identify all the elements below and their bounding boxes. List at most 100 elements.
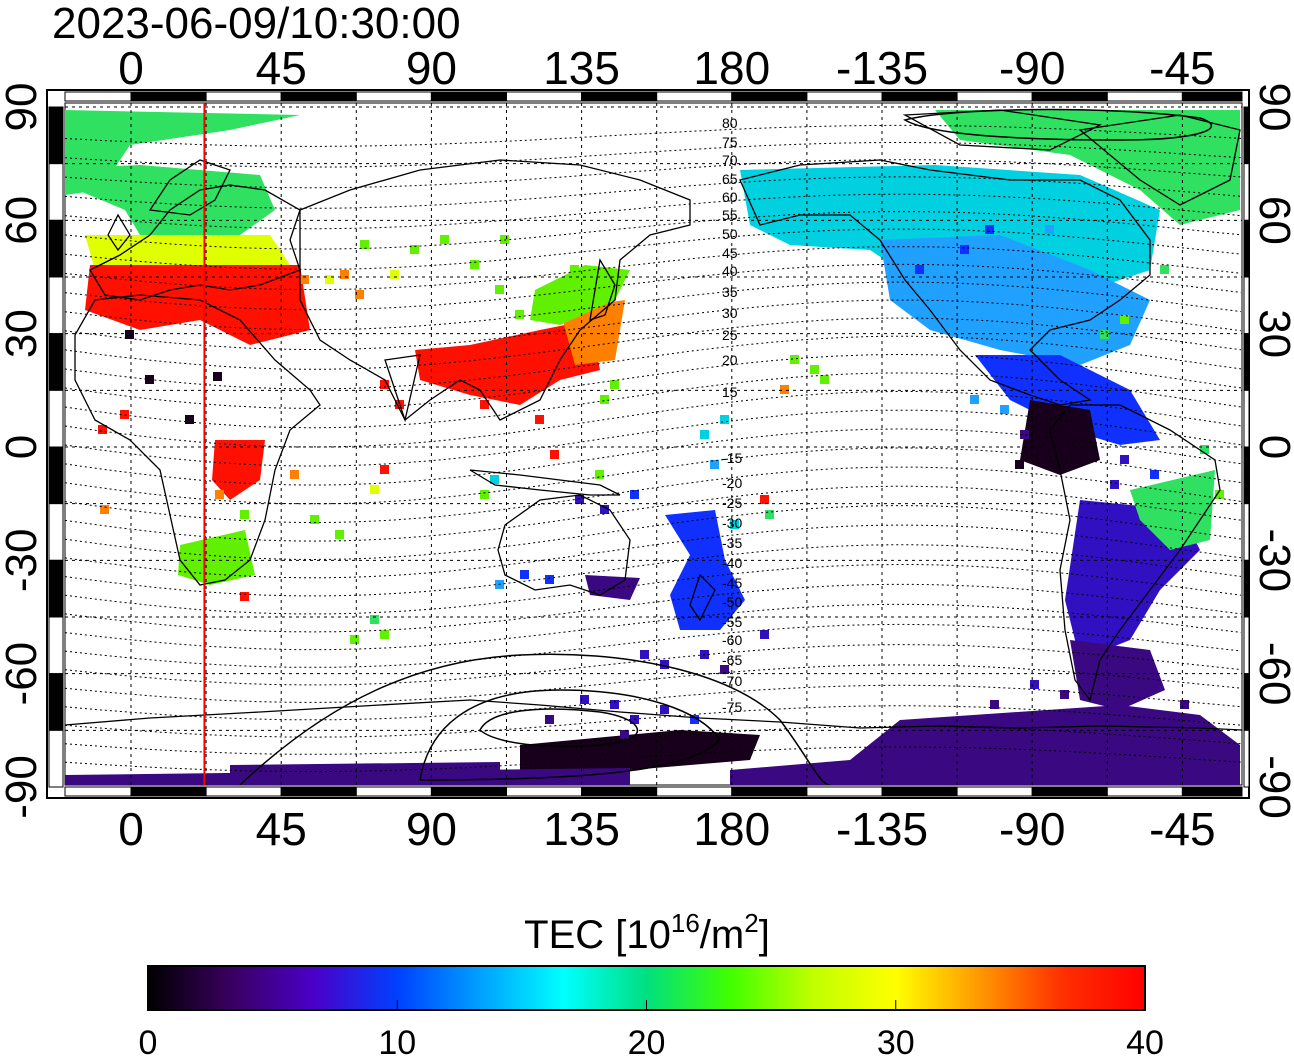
- colorbar-tick-label: 0: [139, 1024, 158, 1057]
- magnetic-contour: [65, 583, 1242, 633]
- bottom-tick-label: 180: [693, 803, 770, 855]
- contour-label: 25: [722, 327, 738, 343]
- tec-pixel: [610, 380, 619, 389]
- tec-pixel: [1200, 445, 1209, 454]
- coast-australia: [497, 494, 631, 596]
- right-tick-label: 0: [1250, 435, 1294, 459]
- tec-pixel: [570, 265, 579, 274]
- tec-pixel: [1120, 315, 1129, 324]
- top-tick-label: 45: [256, 42, 307, 94]
- tec-pixel: [125, 330, 134, 339]
- scale-bar-segment: [1243, 446, 1250, 505]
- scale-bar-segment: [1243, 106, 1250, 165]
- tec-pixel: [215, 490, 224, 499]
- scale-bar-segment: [355, 786, 432, 797]
- tec-pixel: [380, 380, 389, 389]
- scale-bar-segment: [656, 786, 733, 797]
- coast-japan: [589, 258, 616, 321]
- tec-pixel: [240, 510, 249, 519]
- magnetic-contour: [65, 725, 1242, 755]
- scale-bar-segment: [806, 786, 883, 797]
- tec-pixel: [575, 495, 584, 504]
- tec-pixel: [495, 285, 504, 294]
- right-tick-label: 90: [1250, 83, 1294, 132]
- top-tick-label: 90: [406, 42, 457, 94]
- magnetic-contour: [65, 335, 1242, 390]
- tec-pixel: [595, 470, 604, 479]
- contour-label: 65: [722, 171, 738, 187]
- right-tick-label: -60: [1250, 642, 1294, 706]
- tec-pixel: [640, 650, 649, 659]
- left-tick-label: -90: [0, 755, 46, 819]
- right-tick-label: 60: [1250, 196, 1294, 245]
- scale-bar-segment: [731, 786, 808, 797]
- tec-pixel: [1110, 480, 1119, 489]
- scale-bar-segment: [48, 559, 64, 618]
- tec-pixel: [515, 310, 524, 319]
- tec-regions: [65, 110, 1240, 785]
- scale-bar-segment: [48, 616, 64, 675]
- contour-label: 80: [722, 115, 738, 131]
- magnetic-contour: [65, 159, 1242, 189]
- magnetic-contour: [65, 664, 1242, 703]
- magnetic-contour: [65, 485, 1242, 542]
- tec-pixel: [710, 460, 719, 469]
- magnetic-latitude-contours: [65, 124, 1242, 772]
- top-tick-label: -90: [999, 42, 1065, 94]
- right-tick-label: -90: [1250, 755, 1294, 819]
- scale-bar-segment: [280, 786, 357, 797]
- magnetic-contour: [65, 428, 1242, 486]
- tec-pixel: [1030, 680, 1039, 689]
- magnetic-contour: [65, 409, 1242, 467]
- tec-pixel: [1045, 225, 1054, 234]
- contour-label: -15: [722, 450, 742, 466]
- tec-pixel: [600, 395, 609, 404]
- tec-pixel: [213, 372, 222, 381]
- magnetic-contour: [65, 564, 1242, 615]
- magnetic-contour: [65, 524, 1242, 579]
- region-africa-scatter: [212, 440, 265, 500]
- tec-pixel: [720, 415, 729, 424]
- tec-pixel: [370, 485, 379, 494]
- scale-bar-segment: [1243, 503, 1250, 561]
- tec-pixel: [1060, 690, 1069, 699]
- scale-bar-segment: [1243, 616, 1250, 675]
- contour-label: 55: [722, 207, 738, 223]
- tec-pixel: [325, 275, 334, 284]
- bottom-tick-label: 90: [406, 803, 457, 855]
- contour-label: 50: [722, 226, 738, 242]
- left-tick-label: 0: [0, 435, 46, 459]
- tec-pixel: [960, 245, 969, 254]
- tec-pixel: [1020, 430, 1029, 439]
- magnetic-contour: [65, 391, 1242, 448]
- magnetic-contour: [65, 176, 1242, 209]
- contour-label: -75: [722, 699, 742, 715]
- tec-pixel: [1160, 265, 1169, 274]
- tec-pixel: [380, 630, 389, 639]
- colorbar-tick-label: 30: [877, 1024, 915, 1057]
- magnetic-contour: [65, 466, 1242, 523]
- tec-pixel: [480, 400, 489, 409]
- tec-pixel: [350, 635, 359, 644]
- magnetic-contour: [65, 684, 1242, 721]
- coast-uk: [107, 213, 131, 252]
- scale-bar-segment: [1243, 559, 1250, 618]
- scale-bar-segment: [881, 786, 958, 797]
- colorbar-title: TEC [1016/m2]: [524, 908, 770, 957]
- tec-pixel: [1085, 710, 1094, 719]
- tec-pixel: [820, 375, 829, 384]
- region-europe-mid: [85, 235, 290, 270]
- scale-bar-segment: [130, 786, 207, 797]
- coast-antarctica: [65, 699, 1242, 731]
- tec-pixel: [660, 705, 669, 714]
- scale-bar-segment: [48, 333, 64, 391]
- region-antarctica-dark: [520, 730, 760, 770]
- coast-indonesia: [469, 469, 621, 496]
- magnetic-contour: [65, 544, 1242, 597]
- left-tick-label: 30: [0, 309, 46, 358]
- scale-bar-segment: [48, 389, 64, 448]
- tec-pixel: [410, 245, 419, 254]
- tec-pixel: [120, 410, 129, 419]
- tec-pixel: [1150, 470, 1159, 479]
